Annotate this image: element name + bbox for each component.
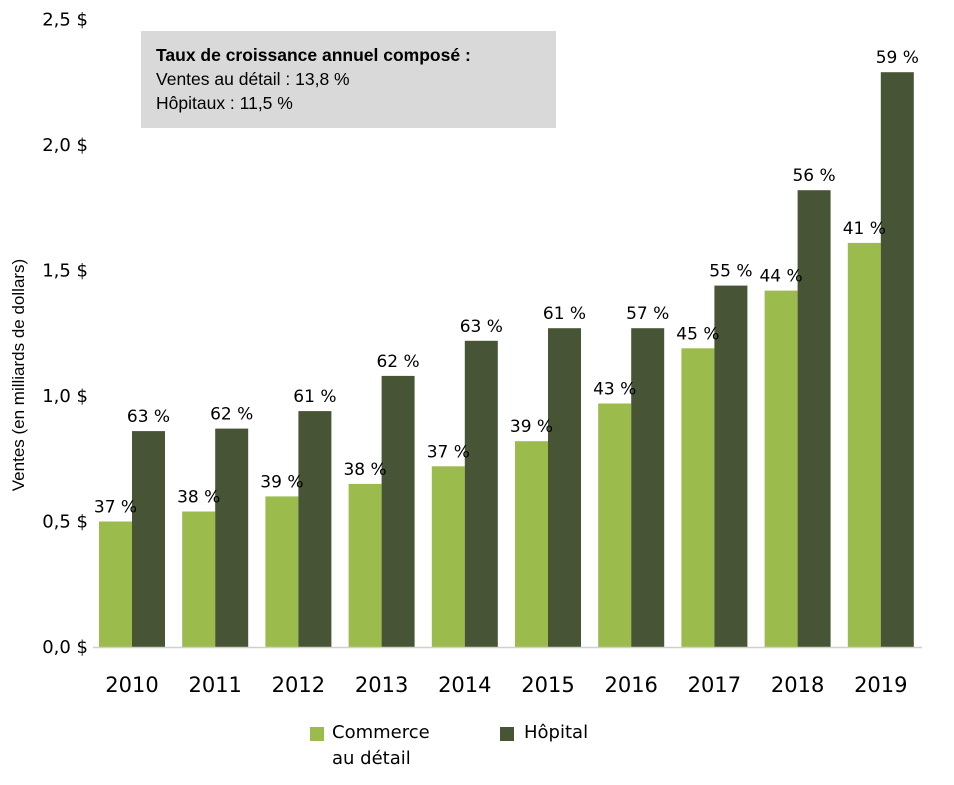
bar-retail-2015	[515, 441, 548, 647]
bar-retail-2010	[99, 521, 132, 647]
cagr-annotation-box: Taux de croissance annuel composé : Vent…	[141, 31, 556, 128]
bars	[99, 72, 914, 647]
data-label-retail-2016: 43 %	[593, 380, 636, 400]
x-tick-label: 2012	[272, 673, 325, 697]
bar-hospital-2014	[464, 340, 498, 647]
bar-retail-2019	[847, 242, 881, 647]
bar-retail-2016	[598, 403, 632, 647]
y-tick-label: 0,0 $	[42, 637, 88, 658]
data-label-retail-2015: 39 %	[510, 417, 553, 437]
y-tick-label: 1,5 $	[42, 261, 88, 282]
bar-hospital-2017	[714, 285, 748, 647]
legend-swatch-hospital	[500, 727, 514, 741]
data-label-retail-2013: 38 %	[343, 460, 386, 480]
bar-hospital-2012	[298, 411, 332, 647]
x-tick-label: 2017	[688, 673, 741, 697]
cagr-hospital: Hôpitaux : 11,5 %	[156, 93, 293, 113]
bar-retail-2018	[764, 290, 798, 647]
bar-retail-2014	[431, 466, 465, 647]
x-axis-ticks: 2010 2011 2012 2013 2014 2015 2016 2017 2018 2019	[105, 673, 907, 697]
data-label-retail-2019: 41 %	[843, 219, 886, 239]
bar-hospital-2011	[215, 428, 249, 647]
data-label-retail-2011: 38 %	[177, 488, 220, 508]
y-tick-label: 1,0 $	[42, 386, 88, 407]
x-tick-label: 2013	[355, 673, 408, 697]
data-label-retail-2012: 39 %	[260, 472, 303, 492]
x-tick-label: 2011	[188, 673, 241, 697]
data-labels: 37 % 63 % 38 % 62 % 39 % 61 % 38 % 62 % 37 % 63 %…	[94, 48, 919, 517]
data-label-retail-2018: 44 %	[759, 267, 802, 287]
x-tick-label: 2014	[438, 673, 491, 697]
x-tick-label: 2018	[771, 673, 824, 697]
bar-hospital-2018	[797, 190, 831, 647]
legend-label-retail-line2: au détail	[332, 748, 411, 769]
y-axis-ticks: 0,0 $ 0,5 $ 1,0 $ 1,5 $ 2,0 $ 2,5 $	[42, 10, 88, 659]
data-label-hospital-2019: 59 %	[876, 48, 919, 68]
x-tick-label: 2015	[521, 673, 574, 697]
bar-retail-2012	[265, 496, 299, 647]
bar-retail-2013	[348, 483, 382, 647]
legend-label-hospital: Hôpital	[524, 722, 589, 743]
bar-hospital-2010	[132, 431, 165, 647]
y-tick-label: 2,5 $	[42, 10, 88, 31]
y-tick-label: 2,0 $	[42, 135, 88, 156]
cagr-title: Taux de croissance annuel composé :	[156, 45, 471, 65]
x-tick-label: 2010	[105, 673, 158, 697]
bar-retail-2011	[182, 511, 216, 647]
cagr-retail: Ventes au détail : 13,8 %	[156, 69, 350, 89]
data-label-hospital-2012: 61 %	[293, 387, 336, 407]
bar-hospital-2015	[548, 328, 581, 647]
data-label-retail-2017: 45 %	[676, 324, 719, 344]
bar-retail-2017	[681, 348, 715, 647]
data-label-hospital-2010: 63 %	[127, 407, 170, 427]
data-label-retail-2010: 37 %	[94, 498, 137, 518]
data-label-hospital-2015: 61 %	[543, 304, 586, 324]
data-label-retail-2014: 37 %	[427, 442, 470, 462]
x-tick-label: 2019	[854, 673, 907, 697]
y-axis-title: Ventes (en milliards de dollars)	[9, 259, 28, 491]
y-tick-label: 0,5 $	[42, 512, 88, 533]
bar-hospital-2016	[631, 328, 665, 647]
data-label-hospital-2011: 62 %	[210, 405, 253, 425]
x-tick-label: 2016	[604, 673, 657, 697]
bar-hospital-2019	[880, 72, 914, 647]
data-label-hospital-2016: 57 %	[626, 304, 669, 324]
legend-swatch-retail	[310, 727, 324, 741]
bar-hospital-2013	[381, 375, 415, 647]
data-label-hospital-2014: 63 %	[460, 317, 503, 337]
data-label-hospital-2013: 62 %	[376, 352, 419, 372]
legend-label-retail-line1: Commerce	[332, 722, 430, 743]
data-label-hospital-2017: 55 %	[709, 262, 752, 282]
data-label-hospital-2018: 56 %	[792, 166, 835, 186]
